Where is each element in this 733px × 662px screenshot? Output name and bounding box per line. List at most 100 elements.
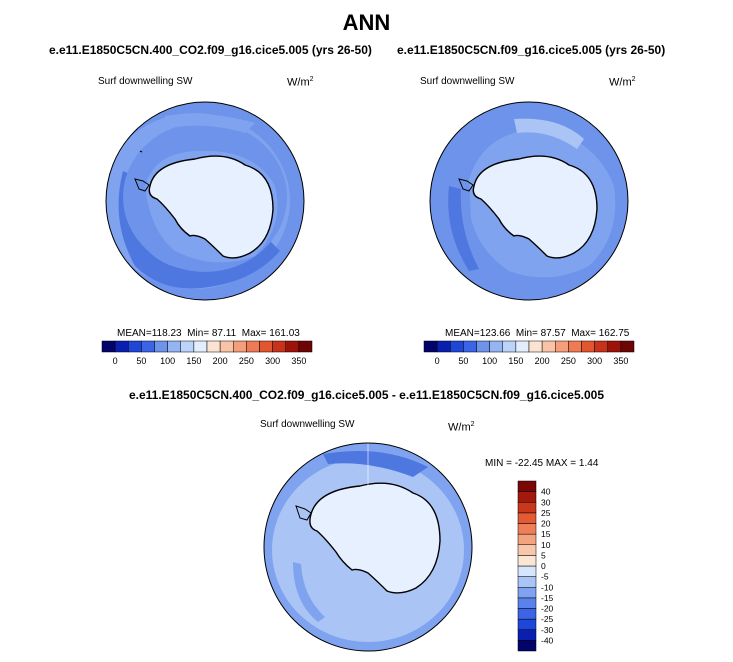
panel-1-colorbar-swatch <box>101 340 116 353</box>
panel-2-colorbar-tick-label: 200 <box>535 356 550 366</box>
panel-3-colorbar-swatch <box>517 565 537 577</box>
panel-2-colorbar-swatch <box>541 340 556 353</box>
panel-3-colorbar-tick-label: 40 <box>541 487 551 497</box>
panel-2-stats: MEAN=123.66 Min= 87.57 Max= 162.75 <box>445 328 630 339</box>
panel-2-colorbar-swatch <box>476 340 490 353</box>
panel-3-colorbar-swatch <box>517 533 537 545</box>
panel-1-map <box>105 101 305 301</box>
panel-2-colorbar-tick-label: 0 <box>435 356 440 366</box>
panel-1-colorbar-swatch <box>206 340 221 353</box>
panel-2-colorbar-tick-label: 100 <box>482 356 497 366</box>
panel-2-colorbar-swatch <box>489 340 503 353</box>
panel-2-colorbar-tick-label: 150 <box>508 356 523 366</box>
panel-1-colorbar-tick-label: 200 <box>213 356 228 366</box>
panel-3-stats: MIN = -22.45 MAX = 1.44 <box>485 458 599 469</box>
panel-2-antarctica <box>473 156 597 258</box>
panel-3-colorbar-tick-label: -10 <box>541 582 554 592</box>
panel-3-colorbar-tick-label: -25 <box>541 614 554 624</box>
panel-2-map-frame <box>429 101 629 301</box>
panel-2-variable-label: Surf downwelling SW <box>420 76 515 87</box>
panel-2-colorbar-swatch <box>607 340 622 353</box>
panel-3-colorbar-tick-label: -15 <box>541 593 554 603</box>
panel-1-variable-label: Surf downwelling SW <box>98 76 193 87</box>
panel-3-colorbar-tick-label: -30 <box>541 625 554 635</box>
panel-1-colorbar-swatch <box>246 340 260 353</box>
panel-1-coastline <box>148 155 274 259</box>
panel-3-map <box>263 442 473 652</box>
panel-1-peninsula <box>134 178 150 192</box>
panel-1-colorbar-tick-label: 350 <box>291 356 306 366</box>
panel-1-colorbar-swatch <box>167 340 181 353</box>
panel-2-colorbar-tick-label: 250 <box>561 356 576 366</box>
panel-1-units: W/m2 <box>287 76 314 89</box>
panel-3-colorbar-tick-label: 0 <box>541 561 546 571</box>
panel-1-colorbar-swatch <box>180 340 195 353</box>
panel-3-colorbar-tick-label: -20 <box>541 604 554 614</box>
panel-3-colorbar-swatch <box>517 491 537 503</box>
panel-3-colorbar-swatch <box>517 502 537 514</box>
panel-1-island <box>139 150 143 153</box>
panel-3-colorbar-swatch <box>517 587 537 599</box>
panel-3-colorbar-tick-label: 10 <box>541 540 551 550</box>
panel-2-colorbar-swatch <box>463 340 477 353</box>
panel-3-colorbar-swatch <box>517 618 537 630</box>
panel-3-colorbar-swatch <box>517 523 537 535</box>
panel-3-coastline <box>309 482 441 594</box>
panel-3-colorbar-swatch <box>517 608 537 620</box>
panel-3-colorbar-tick-label: 20 <box>541 519 551 529</box>
panel-3-units: W/m2 <box>448 421 475 434</box>
panel-2-colorbar-swatch <box>568 340 582 353</box>
panel-3-colorbar-tick-label: 5 <box>541 550 546 560</box>
panel-2-colorbar-swatch <box>423 340 438 353</box>
panel-1-colorbar-tick-label: 150 <box>186 356 201 366</box>
panel-3-colorbar-swatch <box>517 576 537 588</box>
panel-3-band-mid <box>293 562 325 622</box>
panel-3-colorbar-tick-label: 25 <box>541 508 551 518</box>
panel-2-colorbar-swatch <box>436 340 451 353</box>
panel-1-colorbar-tick-label: 100 <box>160 356 175 366</box>
panel-3-map-frame <box>263 442 473 652</box>
panel-1-colorbar-swatch <box>285 340 300 353</box>
panel-1-colorbar-swatch <box>298 340 313 353</box>
panel-2-units: W/m2 <box>609 76 636 89</box>
panel-3-colorbar-swatch <box>517 512 537 524</box>
panel-3-colorbar-tick-label: -40 <box>541 635 554 645</box>
panel-3-peninsula <box>295 505 312 521</box>
panel-2-colorbar: 0 50 100 150 200 250 300 350 <box>423 340 635 366</box>
panel-2-colorbar-tick-label: 50 <box>458 356 468 366</box>
panel-2-coastline <box>472 155 598 259</box>
panel-1-colorbar-swatch <box>219 340 234 353</box>
panel-2-colorbar-swatch <box>581 340 595 353</box>
panel-2-colorbar-swatch <box>620 340 635 353</box>
panel-1-colorbar-swatch <box>141 340 155 353</box>
panel-3-colorbar-swatch <box>517 544 537 556</box>
panel-2-map <box>429 101 629 301</box>
panel-3-colorbar-swatch <box>517 555 537 567</box>
panel-2-colorbar-swatch <box>528 340 543 353</box>
panel-1-colorbar-swatch <box>233 340 247 353</box>
panel-1-colorbar-tick-label: 0 <box>113 356 118 366</box>
panel-1-colorbar-swatch <box>259 340 273 353</box>
page-title: ANN <box>342 10 391 35</box>
panel-1-colorbar-tick-label: 300 <box>265 356 280 366</box>
panel-3-colorbar-swatch <box>517 597 537 609</box>
panel-3-colorbar-tick-label: 15 <box>541 529 551 539</box>
panel-3-colorbar-swatch <box>517 480 537 492</box>
panel-3-positive-patch <box>265 482 273 502</box>
panel-2-colorbar-swatch <box>555 340 569 353</box>
panel-3-colorbar-swatch <box>517 640 537 652</box>
panel-3-variable-label: Surf downwelling SW <box>260 419 355 430</box>
panel-1-colorbar-tick-label: 250 <box>239 356 254 366</box>
panel-2-colorbar-tick-label: 300 <box>587 356 602 366</box>
panel-2-colorbar-tick-label: 350 <box>613 356 628 366</box>
panel-3-colorbar-swatch <box>517 629 537 641</box>
panel-2-colorbar-swatch <box>502 340 517 353</box>
panel-2-colorbar-swatch <box>594 340 608 353</box>
panel-2-band-dark <box>448 186 479 271</box>
panel-1-colorbar: 0 50 100 150 200 250 300 350 <box>101 340 313 366</box>
panel-1-colorbar-swatch <box>272 340 286 353</box>
panel-1-title: e.e11.E1850C5CN.400_CO2.f09_g16.cice5.00… <box>49 43 372 57</box>
panel-3-colorbar-tick-label: -5 <box>541 572 549 582</box>
panel-1-colorbar-swatch <box>193 340 208 353</box>
